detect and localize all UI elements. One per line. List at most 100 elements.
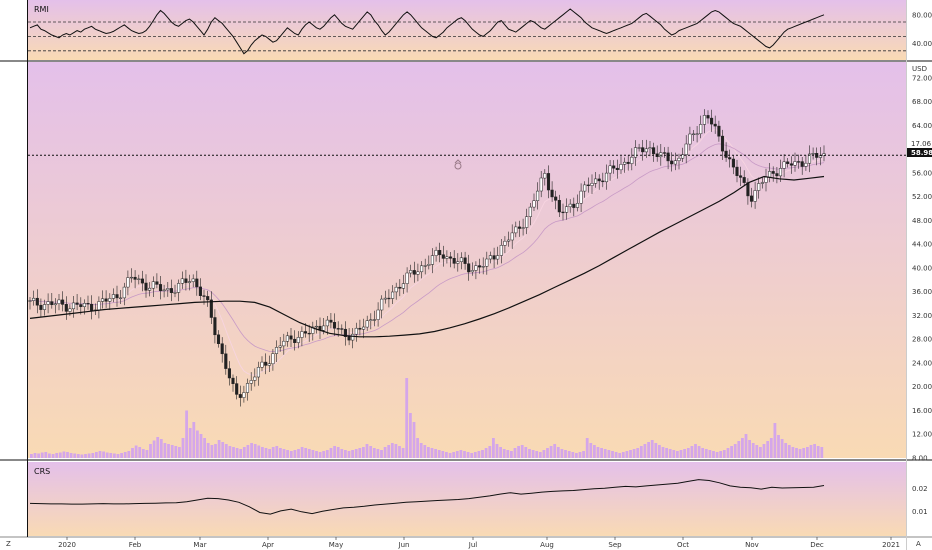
volume-bar [98, 451, 102, 458]
volume-bar [102, 451, 105, 458]
volume-bar [791, 447, 795, 458]
candle [496, 246, 500, 265]
volume-bar [676, 451, 679, 458]
currency-label: USD [912, 65, 927, 73]
price-tick-label: 64.00 [912, 122, 932, 130]
svg-text:58.98: 58.98 [911, 149, 932, 157]
crs-tick-label: 0.02 [912, 485, 928, 493]
candle [459, 252, 463, 270]
volume-bar [427, 447, 430, 458]
candle [731, 155, 735, 175]
candle [372, 310, 376, 327]
candle [775, 167, 779, 184]
volume-bar [51, 454, 55, 458]
volume-bar [141, 449, 145, 458]
time-tick-label: Dec [810, 541, 824, 549]
price-tick-label: 40.00 [912, 264, 932, 272]
candle [467, 254, 471, 281]
volume-bar [398, 446, 401, 458]
candle [771, 166, 775, 182]
rmi-title: RMI [34, 5, 49, 14]
volume-bar [84, 454, 87, 458]
candle [811, 147, 815, 160]
candle [351, 328, 355, 349]
candle [177, 279, 181, 302]
volume-bar [787, 445, 791, 458]
candle [64, 296, 68, 320]
crs-axis[interactable]: 0.02 0.01 [912, 485, 928, 516]
volume-bar [423, 445, 427, 458]
candle [155, 273, 159, 289]
volume-bar [712, 451, 715, 458]
volume-bar [751, 443, 755, 458]
volume-bar [445, 452, 448, 458]
rmi-axis[interactable]: 80.00 40.00 [912, 11, 932, 48]
candle [140, 270, 144, 292]
candle [782, 154, 786, 178]
candle [108, 293, 112, 310]
candle [195, 270, 199, 296]
candle [583, 181, 587, 198]
volume-bar [737, 441, 741, 458]
volume-bar [629, 450, 632, 458]
volume-bar [127, 451, 131, 458]
candle [380, 295, 384, 319]
volume-bar [502, 449, 506, 458]
candle [35, 289, 39, 314]
volume-bar [264, 448, 268, 458]
volume-bar [762, 444, 766, 458]
volume-bar [170, 445, 174, 458]
candle [510, 224, 514, 249]
candle [528, 203, 532, 226]
corner-zoom-label[interactable]: Z [6, 540, 11, 548]
volume-bar [575, 453, 578, 458]
crs-tick-label: 0.01 [912, 508, 928, 516]
volume-bar [679, 450, 683, 458]
candle [488, 251, 492, 264]
volume-bar [174, 446, 178, 458]
volume-bar [210, 445, 214, 458]
volume-bar [434, 449, 437, 458]
price-axis[interactable]: 72.0068.0064.0060.0056.0052.0048.0044.00… [912, 74, 932, 462]
candle [601, 172, 605, 188]
time-axis[interactable]: 2020 Feb Mar Apr May Jun Jul Aug Sep Oct Nov Dec 202… [58, 537, 900, 549]
candle [691, 130, 696, 141]
volume-bar [777, 435, 780, 458]
volume-bar [701, 448, 705, 458]
volume-bar [253, 444, 257, 458]
volume-bar [221, 442, 225, 458]
time-tick-label: Oct [677, 541, 689, 549]
candle [789, 156, 793, 174]
candle [119, 290, 123, 304]
candle [633, 140, 638, 166]
candle [644, 139, 648, 158]
candle [757, 177, 761, 199]
candle [187, 274, 192, 291]
volume-bar [704, 449, 708, 458]
candle [532, 193, 536, 211]
volume-bar [722, 450, 726, 458]
volume-bar [553, 444, 557, 458]
last-price-tag: 58.98 [907, 148, 932, 157]
volume-bar [365, 444, 369, 458]
volume-bar [513, 448, 517, 458]
volume-bar [632, 449, 636, 458]
candle [401, 274, 405, 294]
volume-bar [477, 451, 481, 458]
volume-bar [286, 450, 289, 458]
volume-bar [643, 444, 647, 458]
rmi-levels [28, 21, 906, 52]
volume-bar [376, 449, 380, 458]
time-tick-label: Mar [193, 541, 206, 549]
volume-bar [405, 378, 409, 458]
price-tick-label: 20.00 [912, 383, 932, 391]
candle [32, 290, 36, 306]
candle [278, 337, 282, 352]
candle [797, 154, 801, 169]
volume-bar [214, 444, 217, 458]
volume-bar [311, 450, 315, 458]
corner-auto-label[interactable]: A [916, 540, 921, 548]
volume-bar [149, 444, 152, 458]
